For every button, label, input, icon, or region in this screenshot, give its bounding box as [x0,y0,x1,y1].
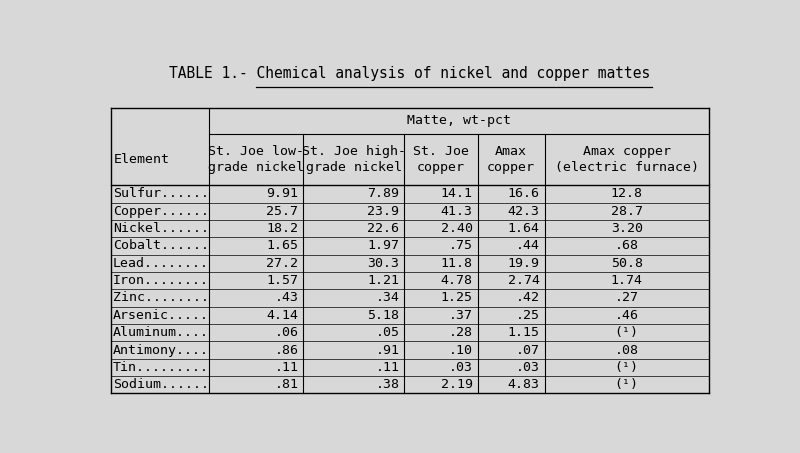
Text: (¹): (¹) [614,378,638,391]
Text: .11: .11 [274,361,298,374]
Text: TABLE 1.- Chemical analysis of nickel and copper mattes: TABLE 1.- Chemical analysis of nickel an… [170,66,650,81]
Text: .34: .34 [375,291,399,304]
Text: 50.8: 50.8 [610,257,642,270]
Text: St. Joe low-
grade nickel: St. Joe low- grade nickel [208,145,304,174]
Text: 2.40: 2.40 [441,222,473,235]
Text: .07: .07 [515,343,539,357]
Text: Aluminum....: Aluminum.... [113,326,209,339]
Text: Zinc........: Zinc........ [113,291,209,304]
Text: (¹): (¹) [614,361,638,374]
Text: Iron........: Iron........ [113,274,209,287]
Text: Copper......: Copper...... [113,205,209,218]
Text: Sodium......: Sodium...... [113,378,209,391]
Text: Matte, wt-pct: Matte, wt-pct [407,115,511,127]
Text: 41.3: 41.3 [441,205,473,218]
Text: Tin.........: Tin......... [113,361,209,374]
Text: 23.9: 23.9 [367,205,399,218]
Text: .03: .03 [449,361,473,374]
Text: Amax
copper: Amax copper [487,145,535,174]
Text: .37: .37 [449,309,473,322]
Text: 7.89: 7.89 [367,188,399,200]
Text: St. Joe
copper: St. Joe copper [413,145,469,174]
Text: 19.9: 19.9 [507,257,539,270]
Text: (¹): (¹) [614,326,638,339]
Text: 28.7: 28.7 [610,205,642,218]
Text: 4.83: 4.83 [507,378,539,391]
Text: 1.15: 1.15 [507,326,539,339]
Text: .05: .05 [375,326,399,339]
Text: Element: Element [114,153,170,166]
Text: 14.1: 14.1 [441,188,473,200]
Text: 4.14: 4.14 [266,309,298,322]
Text: Arsenic.....: Arsenic..... [113,309,209,322]
Text: Antimony....: Antimony.... [113,343,209,357]
Text: .44: .44 [515,239,539,252]
Text: 1.21: 1.21 [367,274,399,287]
Text: 22.6: 22.6 [367,222,399,235]
Text: 25.7: 25.7 [266,205,298,218]
Text: 1.25: 1.25 [441,291,473,304]
Text: 11.8: 11.8 [441,257,473,270]
Text: 12.8: 12.8 [610,188,642,200]
Text: .75: .75 [449,239,473,252]
Text: 30.3: 30.3 [367,257,399,270]
Text: .11: .11 [375,361,399,374]
Text: Cobalt......: Cobalt...... [113,239,209,252]
Text: .08: .08 [614,343,638,357]
Text: 27.2: 27.2 [266,257,298,270]
Text: 5.18: 5.18 [367,309,399,322]
Text: Amax copper
(electric furnace): Amax copper (electric furnace) [554,145,698,174]
Text: 16.6: 16.6 [507,188,539,200]
Text: 9.91: 9.91 [266,188,298,200]
Text: .68: .68 [614,239,638,252]
Text: .25: .25 [515,309,539,322]
Text: 18.2: 18.2 [266,222,298,235]
Text: 3.20: 3.20 [610,222,642,235]
Text: .27: .27 [614,291,638,304]
Text: 2.74: 2.74 [507,274,539,287]
Text: .46: .46 [614,309,638,322]
Text: 1.64: 1.64 [507,222,539,235]
Text: St. Joe high-
grade nickel: St. Joe high- grade nickel [302,145,406,174]
Text: .38: .38 [375,378,399,391]
Text: Lead........: Lead........ [113,257,209,270]
Text: Nickel......: Nickel...... [113,222,209,235]
Text: 2.19: 2.19 [441,378,473,391]
Text: .06: .06 [274,326,298,339]
Text: .43: .43 [274,291,298,304]
Text: 1.57: 1.57 [266,274,298,287]
Text: 1.65: 1.65 [266,239,298,252]
Text: .91: .91 [375,343,399,357]
Text: Sulfur......: Sulfur...... [113,188,209,200]
Text: .28: .28 [449,326,473,339]
Text: .42: .42 [515,291,539,304]
Text: .81: .81 [274,378,298,391]
Text: .10: .10 [449,343,473,357]
Text: .86: .86 [274,343,298,357]
Text: 1.74: 1.74 [610,274,642,287]
Text: 4.78: 4.78 [441,274,473,287]
Text: .03: .03 [515,361,539,374]
Text: 42.3: 42.3 [507,205,539,218]
Text: 1.97: 1.97 [367,239,399,252]
